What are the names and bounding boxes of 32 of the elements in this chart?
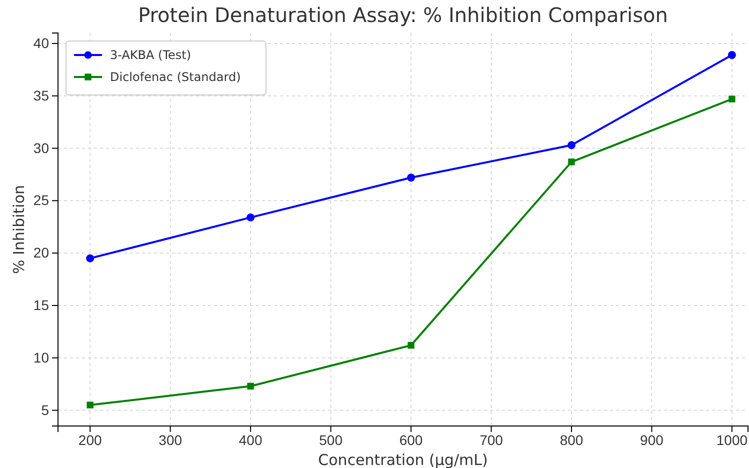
y-tick-label: 20	[33, 244, 50, 261]
point	[568, 141, 576, 150]
x-tick-label: 900	[640, 432, 664, 448]
point	[86, 254, 94, 262]
y-tick-label: 30	[33, 140, 50, 156]
x-tick-label: 300	[158, 432, 182, 448]
x-tick-label: 400	[238, 432, 262, 448]
y-axis-title: % Inhibition	[10, 184, 28, 274]
point	[86, 402, 94, 408]
point	[568, 158, 575, 166]
x-tick-label: 700	[480, 432, 504, 448]
y-tick-label: 40	[33, 34, 50, 51]
point	[728, 51, 736, 59]
y-tick-label: 25	[33, 192, 50, 208]
point	[728, 96, 736, 102]
y-tick-label: 10	[33, 349, 50, 366]
chart-title: Protein Denaturation Assay: % Inhibition Comparison	[138, 3, 668, 27]
x-tick-label: 600	[399, 432, 423, 448]
point	[247, 382, 254, 390]
x-tick-label: 800	[560, 432, 584, 448]
y-tick-label: 35	[33, 87, 50, 104]
x-axis-title: Concentration (µg/mL)	[318, 451, 488, 468]
y-tick-label: 15	[33, 296, 50, 313]
legend-label: 3-AKBA (Test)	[110, 48, 192, 62]
x-tick-label: 500	[319, 432, 343, 448]
point	[407, 174, 416, 182]
point	[408, 342, 414, 349]
x-tick-label: 200	[78, 432, 102, 448]
point	[246, 213, 255, 222]
y-tick-label: 5	[41, 402, 50, 418]
legend-label: Diclofenac (Standard)	[110, 70, 241, 84]
x-tick-label: 1000	[716, 432, 748, 448]
